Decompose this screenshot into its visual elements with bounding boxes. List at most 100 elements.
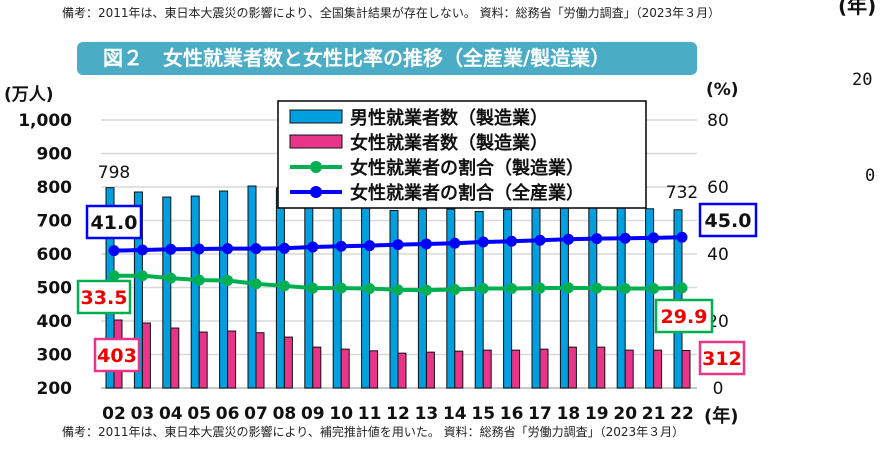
- x-tick-label: 13: [415, 404, 439, 424]
- all-ratio-point: [250, 243, 262, 255]
- female-last-label-box: [698, 340, 746, 376]
- male-bar: [361, 207, 371, 389]
- female-bar: [596, 346, 606, 389]
- all-ratio-point: [136, 244, 148, 256]
- x-tick-label: 04: [159, 404, 183, 424]
- female-bar: [425, 351, 435, 389]
- male-bar: [531, 206, 541, 389]
- female-bar: [511, 349, 521, 389]
- left-tick-label: 500: [37, 279, 73, 299]
- female-bar: [539, 348, 549, 389]
- legend-label: 女性就業者の割合（全産業）: [350, 182, 584, 204]
- x-tick-label: 15: [471, 404, 495, 424]
- male-bar: [389, 209, 399, 389]
- right-tick-label: 0: [713, 379, 724, 399]
- legend-swatch-marker: [310, 186, 322, 198]
- female-bar: [340, 348, 350, 389]
- left-tick-label: 900: [37, 145, 73, 165]
- all-ratio-point: [364, 240, 376, 252]
- mfg-ratio-point: [591, 282, 603, 294]
- male-bar: [588, 204, 598, 389]
- left-axis-unit: (万人): [4, 85, 54, 105]
- female-bar: [283, 336, 293, 389]
- x-tick-label: 16: [500, 404, 524, 424]
- all-ratio-point: [108, 245, 120, 257]
- female-bar: [141, 322, 151, 389]
- mfg-ratio-last-label: 29.9: [661, 306, 708, 328]
- x-tick-label: 20: [613, 404, 637, 424]
- legend-swatch-marker: [310, 161, 322, 173]
- mfg-ratio-first-label: 33.5: [81, 287, 128, 309]
- all-ratio-point: [534, 234, 546, 246]
- all-ratio-point: [392, 239, 404, 251]
- x-tick-label: 12: [386, 404, 410, 424]
- all-ratio-point: [193, 243, 205, 255]
- left-tick-label: 1,000: [18, 111, 72, 131]
- x-tick-label: 19: [585, 404, 609, 424]
- x-tick-label: 03: [131, 404, 155, 424]
- x-axis-unit: (年): [704, 406, 739, 427]
- all-ratio-point: [562, 233, 574, 245]
- male-bar: [219, 190, 229, 389]
- all-ratio-last-label-box: [698, 202, 758, 238]
- all-ratio-point: [420, 238, 432, 250]
- mfg-ratio-point: [364, 283, 376, 295]
- mfg-ratio-point: [278, 280, 290, 292]
- mfg-ratio-point: [222, 274, 234, 286]
- left-tick-label: 600: [37, 245, 73, 265]
- male-bar: [304, 200, 314, 389]
- legend-swatch: [289, 134, 343, 149]
- mfg-ratio-last-label-box: [654, 298, 714, 334]
- chart-title-banner: 図２ 女性就業者数と女性比率の推移（全産業/製造業）: [77, 42, 697, 75]
- top-source-note: 備考：2011年は、東日本大震災の影響により、全国集計結果が存在しない。 資料：…: [62, 6, 721, 20]
- female-bar: [454, 350, 464, 389]
- all-ratio-point: [619, 232, 631, 244]
- all-ratio-first-label: 41.0: [91, 212, 138, 234]
- x-tick-label: 05: [187, 404, 211, 424]
- right-tick-label: 80: [707, 111, 729, 131]
- mfg-ratio-point: [619, 283, 631, 295]
- male-bar: [559, 204, 569, 389]
- all-ratio-last-label: 45.0: [705, 210, 752, 232]
- female-bar: [198, 331, 208, 389]
- male-bar: [645, 208, 655, 389]
- mfg-ratio-point: [335, 282, 347, 294]
- mfg-ratio-point: [165, 272, 177, 284]
- mfg-ratio-point: [506, 283, 518, 295]
- all-ratio-point: [222, 243, 234, 255]
- mfg-ratio-point: [193, 274, 205, 286]
- all-ratio-point: [676, 231, 688, 243]
- right-axis-fragment-0: 0: [865, 166, 876, 186]
- all-ratio-point: [335, 240, 347, 252]
- mfg-ratio-point: [392, 284, 404, 296]
- mfg-ratio-point: [562, 282, 574, 294]
- female-bar: [369, 350, 379, 389]
- top-year-fragment: (年): [838, 0, 877, 18]
- all-ratio-point: [307, 241, 319, 253]
- x-tick-label: 02: [102, 404, 126, 424]
- male-bar: [503, 208, 513, 389]
- mfg-ratio-point: [534, 282, 546, 294]
- female-bar: [312, 346, 322, 389]
- bottom-source-note: 備考：2011年は、東日本大震災の影響により、補完推計値を用いた。 資料：総務省…: [62, 425, 685, 439]
- x-tick-label: 14: [443, 404, 467, 424]
- female-bar: [624, 349, 634, 389]
- mfg-ratio-point: [420, 284, 432, 296]
- male-last-label: 732: [666, 183, 698, 203]
- mfg-ratio-first-label-box: [76, 279, 132, 315]
- male-bar: [133, 191, 143, 389]
- right-axis-fragment-20: 20: [852, 70, 873, 90]
- all-ratio-point: [506, 235, 518, 247]
- right-tick-label: 40: [707, 245, 729, 265]
- x-tick-label: 11: [358, 404, 382, 424]
- x-tick-label: 10: [329, 404, 353, 424]
- female-last-label: 312: [702, 348, 742, 370]
- x-tick-label: 22: [670, 404, 694, 424]
- mfg-ratio-point: [136, 270, 148, 282]
- x-tick-label: 17: [528, 404, 552, 424]
- mfg-ratio-point: [250, 278, 262, 290]
- all-ratio-point: [648, 232, 660, 244]
- legend-swatch: [289, 109, 343, 124]
- mfg-ratio-point: [477, 283, 489, 295]
